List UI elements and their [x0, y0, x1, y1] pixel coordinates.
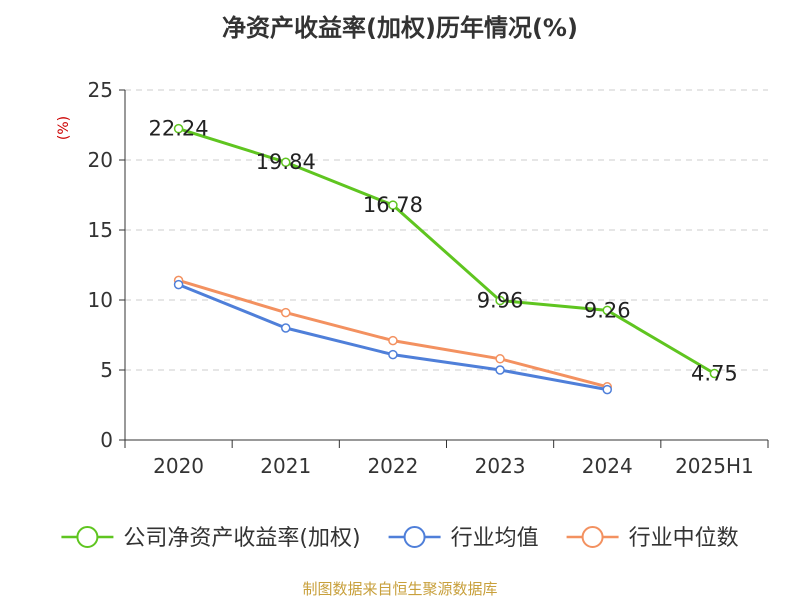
data-point[interactable]	[281, 323, 291, 333]
data-label: 19.84	[256, 150, 316, 174]
chart-title: 净资产收益率(加权)历年情况(%)	[222, 14, 578, 42]
x-tick-label: 2020	[153, 454, 204, 478]
legend-label[interactable]: 行业中位数	[629, 526, 739, 551]
y-tick-label: 10	[88, 288, 113, 312]
data-point[interactable]	[173, 123, 184, 134]
data-label: 9.26	[584, 298, 631, 322]
data-point[interactable]	[602, 384, 612, 395]
data-point[interactable]	[602, 305, 612, 316]
legend-marker	[76, 526, 99, 548]
legend-marker	[581, 526, 604, 548]
data-point[interactable]	[495, 295, 505, 306]
data-point[interactable]	[173, 279, 184, 290]
data-label: 22.24	[149, 117, 209, 141]
data-point[interactable]	[281, 307, 291, 318]
y-tick-label: 25	[88, 78, 113, 102]
data-point[interactable]	[388, 349, 398, 360]
legend-label[interactable]: 公司净资产收益率(加权)	[123, 526, 360, 551]
y-tick-label: 5	[100, 358, 113, 382]
data-point[interactable]	[388, 200, 398, 210]
data-point[interactable]	[709, 368, 720, 379]
legend-label[interactable]: 行业均值	[451, 526, 539, 551]
data-point[interactable]	[281, 157, 291, 167]
x-tick-label: 2023	[475, 454, 526, 478]
x-tick-label: 2022	[367, 454, 418, 478]
legend-marker	[403, 526, 426, 548]
x-tick-label: 2024	[582, 454, 633, 478]
y-axis-label: (%)	[56, 116, 72, 140]
series-line	[178, 127, 716, 375]
data-label: 9.96	[477, 289, 524, 313]
x-tick-label: 2025H1	[675, 454, 754, 478]
data-label: 16.78	[363, 193, 423, 217]
data-point[interactable]	[495, 365, 505, 375]
series-line	[178, 278, 608, 389]
y-tick-label: 20	[88, 148, 113, 172]
data-point[interactable]	[388, 335, 398, 346]
y-tick-label: 15	[88, 218, 113, 242]
data-label: 4.75	[691, 362, 738, 386]
x-tick-label: 2021	[260, 454, 311, 478]
source-note: 制图数据来自恒生聚源数据库	[302, 580, 498, 598]
y-tick-label: 0	[100, 428, 113, 452]
data-point[interactable]	[495, 354, 505, 364]
